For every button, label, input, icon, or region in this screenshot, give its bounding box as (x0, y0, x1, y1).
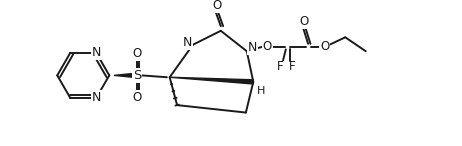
Text: F: F (277, 60, 284, 73)
Text: O: O (133, 47, 142, 60)
Polygon shape (170, 77, 254, 84)
Text: N: N (248, 41, 257, 54)
Text: S: S (133, 69, 141, 82)
Polygon shape (114, 74, 133, 77)
Text: N: N (91, 91, 101, 104)
Text: O: O (300, 15, 309, 28)
Text: N: N (91, 46, 101, 59)
Text: F: F (289, 60, 296, 73)
Text: O: O (133, 91, 142, 104)
Text: O: O (262, 40, 272, 53)
Text: O: O (213, 0, 222, 12)
Text: O: O (320, 40, 329, 53)
Text: N: N (182, 36, 192, 49)
Text: H: H (256, 86, 265, 96)
